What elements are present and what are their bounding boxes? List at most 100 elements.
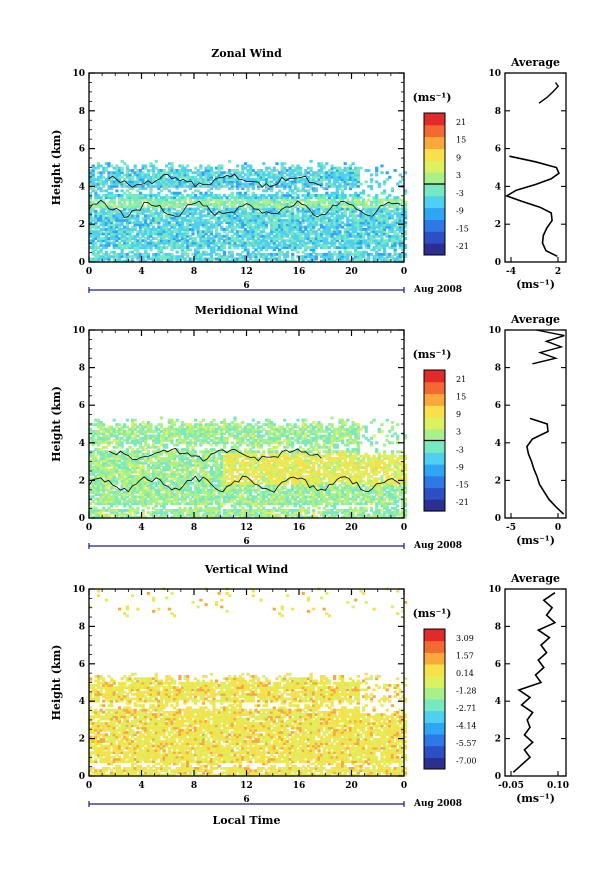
heatmap-cell [170, 452, 174, 456]
heatmap-cell [152, 207, 156, 211]
heatmap-cell [264, 184, 269, 188]
heatmap-cell [91, 187, 95, 191]
heatmap-cell [107, 203, 111, 206]
heatmap-cell [154, 463, 158, 467]
heatmap-cell [249, 243, 253, 247]
heatmap-cell [246, 259, 250, 263]
heatmap-cell [270, 255, 274, 259]
heatmap-cell [199, 203, 203, 206]
heatmap-cell [162, 502, 166, 506]
heatmap-cell [249, 182, 253, 186]
heatmap-cell [393, 243, 397, 247]
heatmap-cell [335, 187, 339, 191]
heatmap-cell [104, 500, 108, 503]
heatmap-cell [351, 212, 355, 215]
heatmap-cell [144, 241, 148, 245]
heatmap-cell [162, 198, 166, 202]
heatmap-cell [199, 257, 203, 261]
heatmap-cell [293, 216, 297, 220]
heatmap-cell [175, 182, 179, 186]
heatmap-cell [131, 502, 135, 506]
heatmap-cell [390, 246, 395, 249]
heatmap-cell [272, 205, 276, 209]
heatmap-cell [123, 450, 127, 454]
heatmap-cell [322, 218, 326, 222]
x-tick-label: 20 [345, 267, 358, 277]
heatmap-cell [102, 171, 106, 175]
heatmap-cell [251, 216, 255, 220]
heatmap-cell [354, 191, 358, 195]
heatmap-cell [117, 221, 122, 225]
heatmap-cell [196, 255, 200, 259]
heatmap-cell [194, 248, 198, 252]
heatmap-cell [264, 234, 269, 238]
heatmap-cell [99, 454, 103, 458]
heatmap-cell [152, 470, 156, 474]
heatmap-cell [102, 184, 106, 188]
heatmap-cell [173, 246, 177, 249]
heatmap-cell [146, 184, 150, 188]
heatmap-cell [228, 180, 232, 184]
heatmap-cell [154, 237, 158, 240]
heatmap-cell [204, 205, 208, 209]
heatmap-cell [377, 248, 381, 252]
heatmap-cell [188, 241, 192, 245]
heatmap-cell [288, 203, 292, 206]
heatmap-cell [94, 511, 98, 515]
heatmap-cell [306, 182, 311, 186]
heatmap-cell [278, 189, 282, 193]
heatmap-cell [149, 239, 153, 243]
heatmap-cell [296, 230, 300, 234]
heatmap-cell [186, 218, 190, 222]
heatmap-cell [207, 203, 211, 206]
heatmap-cell [149, 248, 153, 252]
heatmap-cell [225, 239, 229, 243]
heatmap-cell [362, 216, 366, 220]
heatmap-cell [367, 169, 371, 172]
heatmap-cell [243, 241, 248, 245]
heatmap-cell [128, 203, 132, 206]
heatmap-cell [330, 212, 334, 215]
heatmap-cell [131, 246, 135, 249]
heatmap-cell [120, 515, 124, 519]
heatmap-cell [175, 198, 179, 202]
heatmap-cell [338, 194, 342, 197]
heatmap-cell [167, 237, 171, 240]
heatmap-cell [141, 218, 145, 222]
heatmap-cell [125, 180, 129, 184]
heatmap-cell [246, 225, 250, 229]
heatmap-cell [152, 241, 156, 245]
heatmap-cell [89, 490, 93, 494]
heatmap-cell [393, 207, 397, 211]
heatmap-cell [196, 243, 200, 247]
heatmap-cell [209, 223, 213, 227]
heatmap-cell [201, 223, 206, 227]
heatmap-cell [165, 497, 169, 501]
heatmap-cell [327, 223, 332, 227]
heatmap-cell [152, 481, 156, 485]
heatmap-cell [104, 470, 108, 474]
heatmap-cell [327, 194, 332, 197]
heatmap-cell [170, 205, 174, 209]
heatmap-cell [220, 164, 224, 168]
heatmap-cell [312, 237, 316, 240]
heatmap-cell [241, 194, 245, 197]
heatmap-cell [133, 423, 137, 427]
heatmap-cell [338, 241, 342, 245]
heatmap-cell [115, 441, 119, 445]
heatmap-cell [343, 184, 347, 188]
heatmap-cell [167, 457, 171, 460]
heatmap-cell [117, 203, 122, 206]
heatmap-cell [115, 457, 119, 460]
heatmap-cell [291, 248, 295, 252]
heatmap-cell [215, 171, 219, 175]
heatmap-cell [272, 221, 276, 225]
heatmap-cell [152, 212, 156, 215]
heatmap-cell [141, 504, 145, 508]
heatmap-cell [393, 239, 397, 243]
heatmap-cell [312, 200, 316, 204]
heatmap-cell [94, 203, 98, 206]
heatmap-cell [251, 252, 255, 256]
heatmap-cell [188, 169, 192, 172]
heatmap-cell [146, 207, 150, 211]
